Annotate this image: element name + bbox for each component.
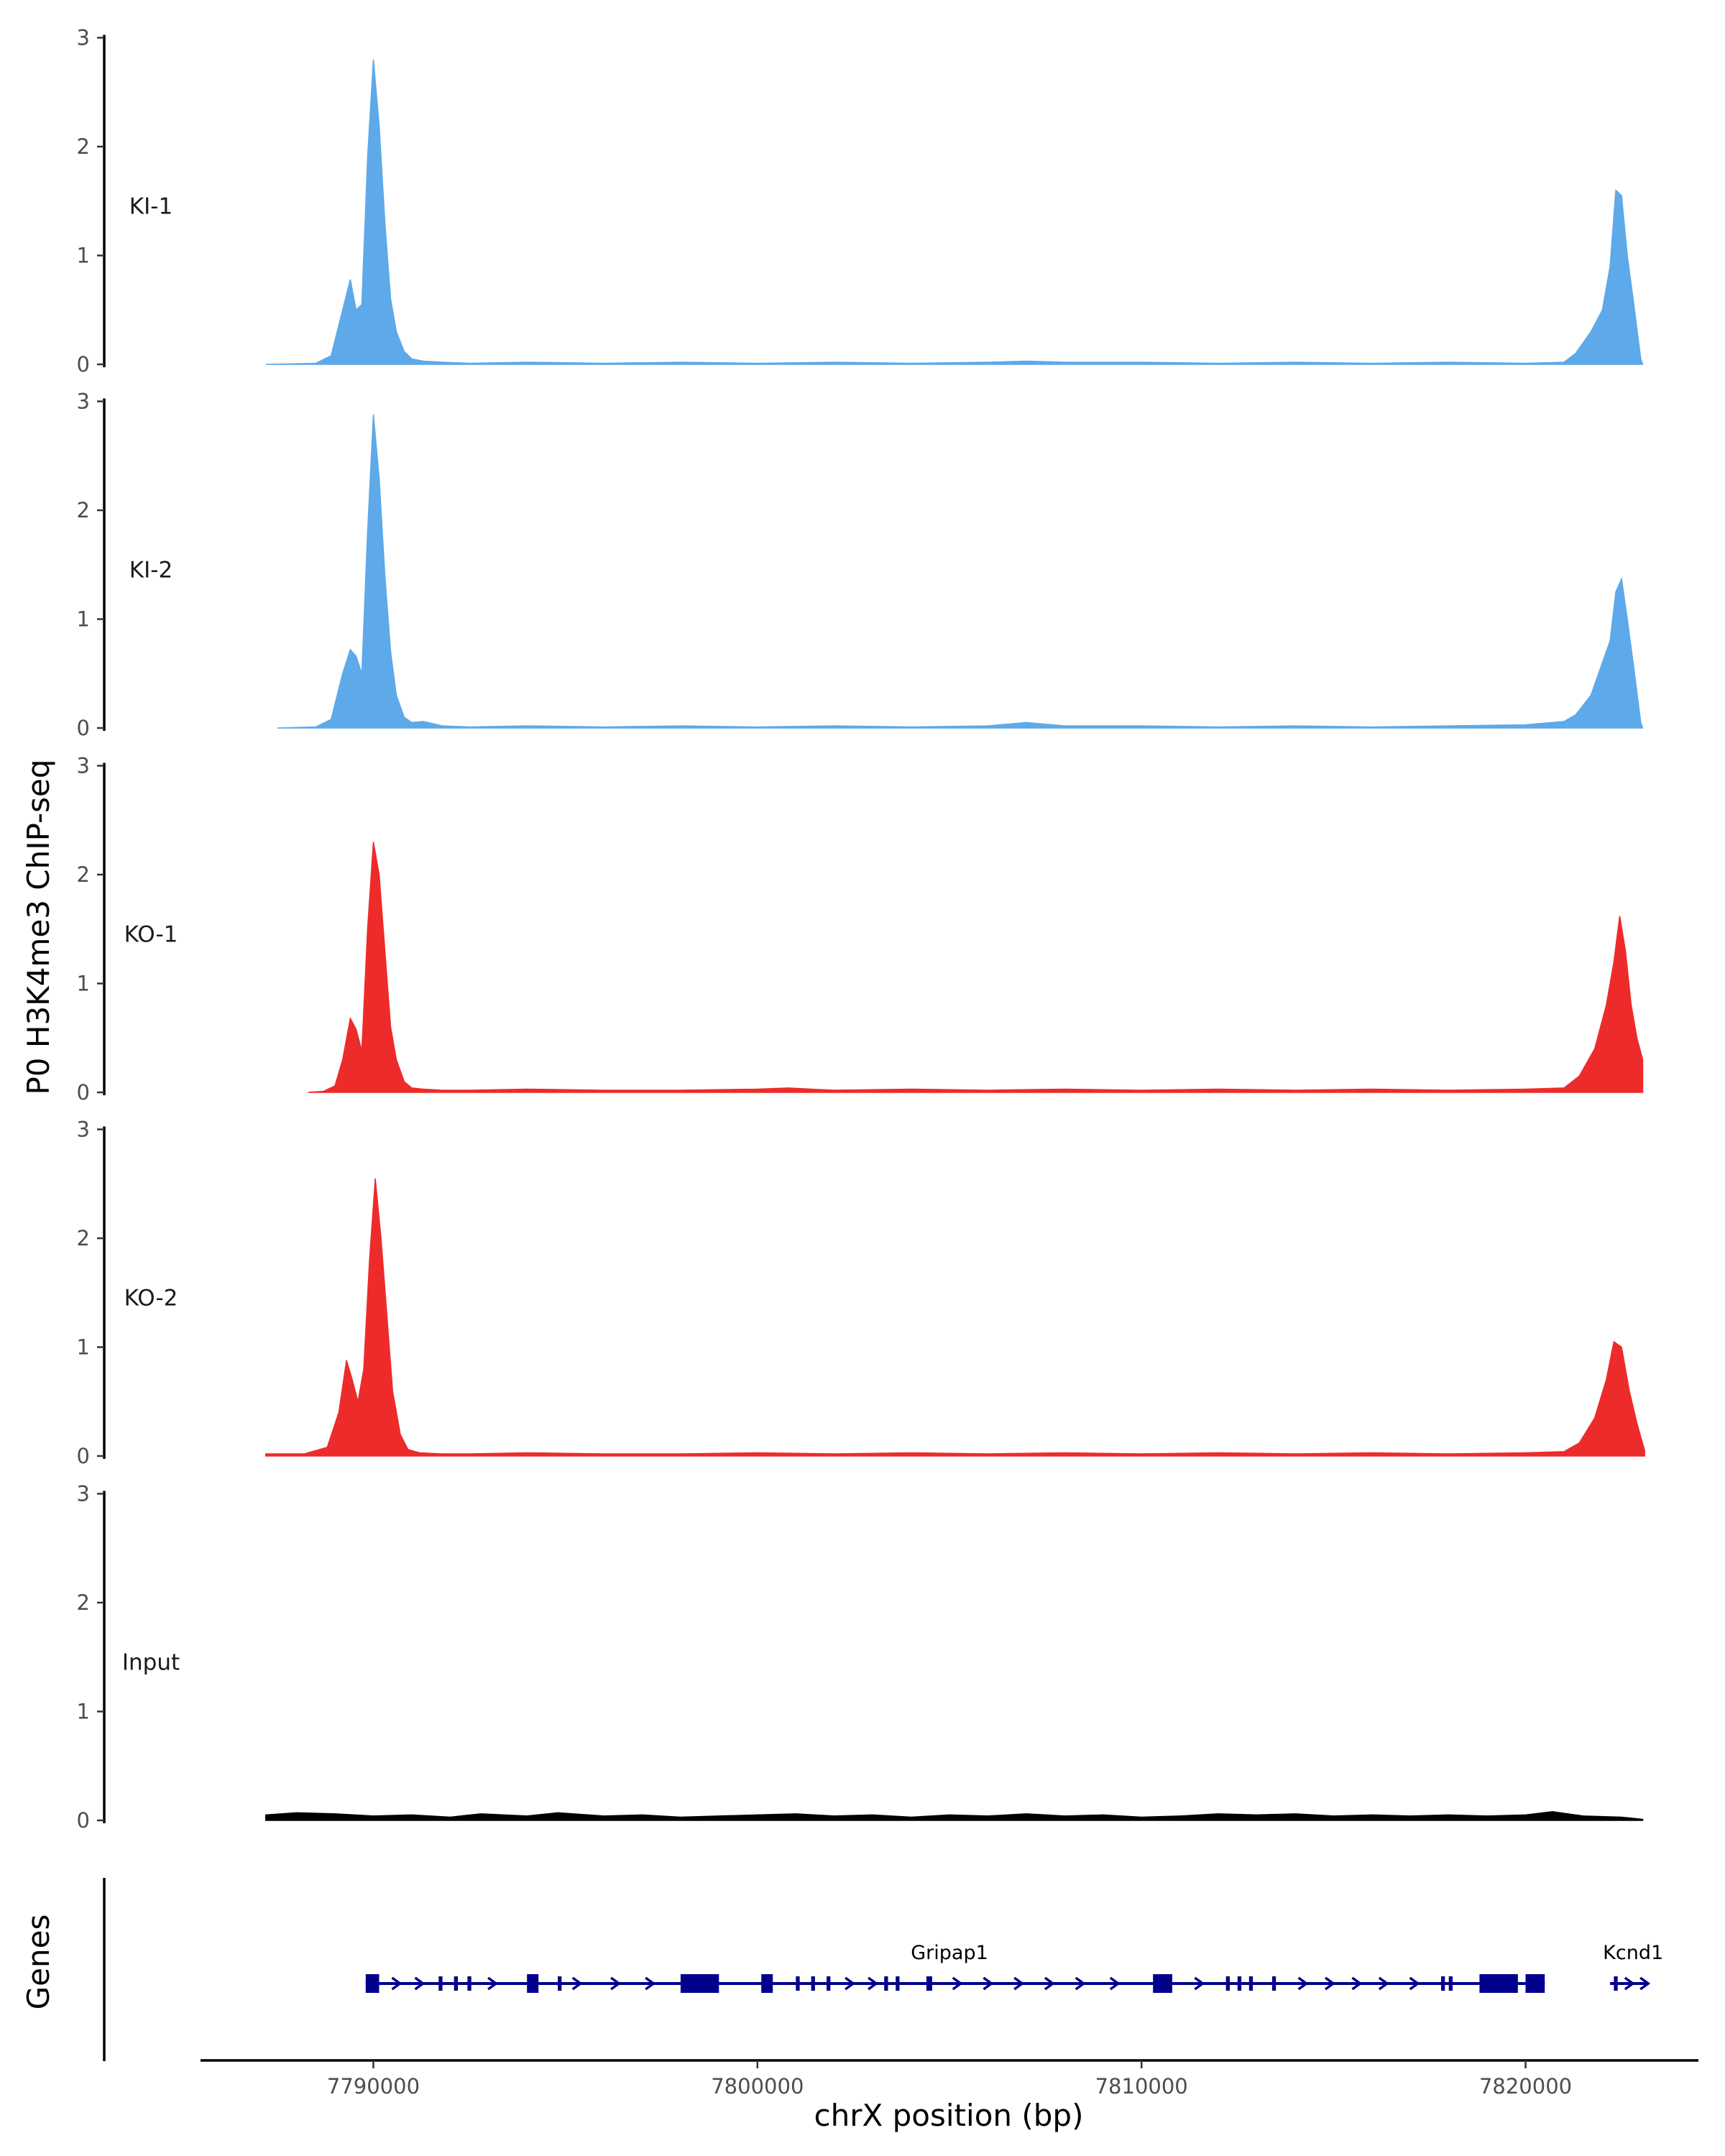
strand-arrow — [1013, 1976, 1025, 1991]
x-tick-label: 7810000 — [1095, 2074, 1188, 2099]
strand-arrow — [1639, 1976, 1651, 1991]
exon — [1225, 1976, 1230, 1991]
exon — [558, 1976, 562, 1991]
exon — [811, 1976, 815, 1991]
exon — [1479, 1974, 1518, 1993]
exon — [926, 1976, 932, 1991]
strand-arrow — [952, 1976, 963, 1991]
strand-arrow — [571, 1976, 583, 1991]
strand-arrow — [1624, 1976, 1635, 1991]
y-tick-label: 0 — [77, 1808, 90, 1833]
track-label: KI-1 — [129, 193, 172, 219]
x-tick-label: 7800000 — [711, 2074, 804, 2099]
y-tick-label: 3 — [77, 1482, 90, 1506]
exon — [1248, 1976, 1254, 1991]
exon — [365, 1974, 380, 1993]
y-tick-label: 0 — [77, 1444, 90, 1468]
y-tick-label: 2 — [77, 498, 90, 522]
track-label: KO-2 — [124, 1285, 178, 1311]
strand-arrow — [487, 1976, 499, 1991]
gene-label: Kcnd1 — [1603, 1942, 1663, 1964]
track-ko-2: 0 1 2 3 KO-2 — [77, 1118, 1645, 1468]
y-tick-label: 2 — [77, 134, 90, 159]
strand-arrow — [868, 1976, 879, 1991]
track-input: 0 1 2 3 Input — [77, 1482, 1644, 1833]
y-tick-label: 3 — [77, 754, 90, 778]
x-tick-label: 7790000 — [327, 2074, 420, 2099]
y-tick-label: 1 — [77, 1700, 90, 1724]
exon — [1525, 1974, 1545, 1993]
x-axis-title: chrX position (bp) — [814, 2098, 1084, 2133]
exon — [884, 1976, 888, 1991]
strand-arrow — [645, 1976, 656, 1991]
exon — [680, 1974, 719, 1993]
track-ki-2: 0 1 2 3 KI-2 — [77, 390, 1644, 740]
strand-arrow — [1044, 1976, 1055, 1991]
exon — [796, 1976, 800, 1991]
exon — [1614, 1976, 1618, 1991]
strand-arrow — [414, 1976, 426, 1991]
track-label: KI-2 — [129, 557, 172, 583]
exon — [1448, 1976, 1453, 1991]
y-tick-label: 0 — [77, 716, 90, 740]
y-tick-label: 2 — [77, 862, 90, 887]
signal-area — [265, 1178, 1645, 1457]
x-axis: 7790000 7800000 7810000 7820000 — [201, 2059, 1698, 2099]
exon — [454, 1976, 458, 1991]
gene-label: Gripap1 — [911, 1942, 988, 1964]
y-tick-label: 0 — [77, 352, 90, 377]
y-tick-label: 0 — [77, 1080, 90, 1105]
exon — [438, 1976, 443, 1991]
exon — [827, 1976, 831, 1991]
exon — [1271, 1976, 1276, 1991]
y-tick-label: 2 — [77, 1590, 90, 1615]
strand-arrow — [1194, 1976, 1205, 1991]
x-tick-label: 7820000 — [1479, 2074, 1572, 2099]
track-ko-1: 0 1 2 3 KO-1 — [77, 754, 1644, 1105]
y-tick-label: 3 — [77, 390, 90, 414]
gene-track: Gripap1 Kcnd1 — [103, 1878, 1663, 2061]
strand-arrow — [1324, 1976, 1335, 1991]
strand-arrow — [983, 1976, 994, 1991]
genes-axis-title: Genes — [21, 1915, 56, 2010]
tracks-layer: 0 1 2 3 KI-1 0 1 2 3 KI-2 0 1 2 3 KO-1 0 1 2 3 KO-2 0 1 2 3 Inpu… — [77, 26, 1645, 1833]
exon — [1153, 1974, 1172, 1993]
y-tick-label: 1 — [77, 607, 90, 632]
strand-arrow — [391, 1976, 402, 1991]
exon — [761, 1974, 773, 1993]
strand-arrow — [1351, 1976, 1363, 1991]
y-tick-label: 3 — [77, 26, 90, 50]
strand-arrow — [1378, 1976, 1389, 1991]
signal-area — [308, 842, 1644, 1093]
y-tick-label: 2 — [77, 1226, 90, 1250]
signal-area — [265, 59, 1644, 365]
signal-area — [277, 414, 1644, 729]
y-tick-label: 1 — [77, 1335, 90, 1360]
strand-arrow — [1297, 1976, 1309, 1991]
strand-arrow — [610, 1976, 622, 1991]
y-tick-label: 1 — [77, 972, 90, 996]
y-tick-label: 3 — [77, 1118, 90, 1142]
exon — [467, 1976, 472, 1991]
y-axis-title: P0 H3K4me3 ChIP-seq — [21, 759, 56, 1095]
strand-arrow — [1075, 1976, 1086, 1991]
signal-area — [265, 1811, 1644, 1821]
strand-arrow — [1109, 1976, 1121, 1991]
exon — [896, 1976, 900, 1991]
track-label: Input — [122, 1649, 180, 1675]
track-label: KO-1 — [124, 921, 178, 947]
exon — [1441, 1976, 1445, 1991]
y-tick-label: 1 — [77, 244, 90, 268]
track-ki-1: 0 1 2 3 KI-1 — [77, 26, 1644, 377]
exon — [1237, 1976, 1242, 1991]
strand-arrow — [845, 1976, 856, 1991]
strand-arrow — [1409, 1976, 1420, 1991]
exon — [527, 1974, 539, 1993]
